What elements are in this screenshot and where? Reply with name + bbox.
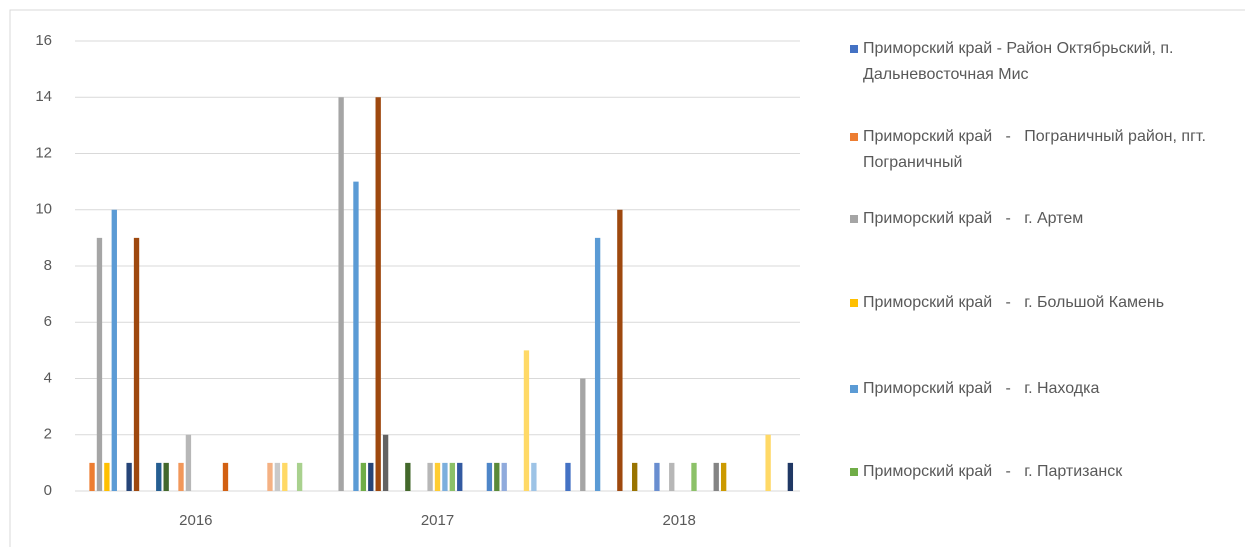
y-tick-label: 12 <box>35 144 52 161</box>
y-tick-label: 6 <box>44 313 52 330</box>
bar <box>405 462 411 491</box>
bar <box>178 462 184 491</box>
bar <box>104 462 110 491</box>
x-tick-label: 2018 <box>662 512 695 529</box>
bar <box>126 462 132 491</box>
legend-label: Приморский край - г. Большой Камень <box>863 294 1165 311</box>
bar <box>427 462 433 491</box>
bar <box>486 462 493 491</box>
bar <box>669 462 675 491</box>
bar <box>89 462 95 491</box>
bar <box>617 209 623 491</box>
bar <box>457 462 463 491</box>
bar <box>449 462 455 491</box>
bar <box>594 237 601 491</box>
y-tick-label: 2 <box>44 426 52 443</box>
legend-swatch <box>850 45 858 53</box>
bar <box>523 350 530 491</box>
bar <box>360 462 367 491</box>
bar <box>382 434 389 491</box>
bar <box>222 462 229 491</box>
x-tick-label: 2017 <box>421 512 454 529</box>
legend-entry: Приморский край - г. Партизанск <box>850 459 1223 485</box>
bar <box>765 434 771 491</box>
legend-swatch <box>850 299 858 307</box>
bar <box>156 462 162 491</box>
bar <box>353 181 359 491</box>
bar <box>494 462 500 491</box>
bar <box>274 462 281 491</box>
legend-entry: Приморский край - Пограничный район, пгт… <box>850 124 1223 176</box>
y-tick-label: 16 <box>35 32 52 49</box>
bar <box>368 462 374 491</box>
legend-entry: Приморский край - г. Большой Камень <box>850 290 1223 316</box>
bar <box>434 462 441 491</box>
bar <box>338 97 344 491</box>
y-tick-label: 8 <box>44 257 52 274</box>
legend-label: Приморский край - Пограничный район, пгт… <box>863 128 1211 171</box>
bar <box>501 462 507 491</box>
y-tick-label: 0 <box>44 482 52 499</box>
bar <box>375 97 381 491</box>
bar <box>654 462 660 491</box>
y-tick-label: 4 <box>44 369 52 386</box>
legend-swatch <box>850 133 858 141</box>
x-tick-label: 2016 <box>179 512 212 529</box>
bar <box>267 462 273 491</box>
legend-swatch <box>850 385 858 393</box>
bar <box>632 462 638 491</box>
bar <box>185 434 192 491</box>
chart-border <box>9 9 1245 547</box>
y-tick-label: 14 <box>35 88 52 105</box>
legend-entry: Приморский край - г. Артем <box>850 206 1223 232</box>
bar <box>163 462 169 491</box>
legend-label: Приморский край - г. Находка <box>863 380 1100 397</box>
bar <box>787 462 794 491</box>
bar <box>442 462 448 491</box>
legend-label: Приморский край - г. Артем <box>863 210 1084 227</box>
bar <box>713 462 719 491</box>
bar <box>565 462 571 491</box>
bar <box>691 462 697 491</box>
legend-label: Приморский край - Район Октябрьский, п. … <box>863 40 1178 83</box>
bar <box>720 462 727 491</box>
bar <box>96 237 103 491</box>
bar <box>111 209 117 491</box>
bar <box>133 237 140 491</box>
bar <box>282 462 288 491</box>
bar <box>531 462 537 491</box>
bar <box>580 378 586 491</box>
legend-swatch <box>850 468 858 476</box>
bar <box>296 462 303 491</box>
y-tick-label: 10 <box>35 201 52 218</box>
legend-swatch <box>850 215 858 223</box>
legend-entry: Приморский край - Район Октябрьский, п. … <box>850 36 1223 88</box>
legend-entry: Приморский край - г. Находка <box>850 376 1223 402</box>
legend-label: Приморский край - г. Партизанск <box>863 463 1123 480</box>
